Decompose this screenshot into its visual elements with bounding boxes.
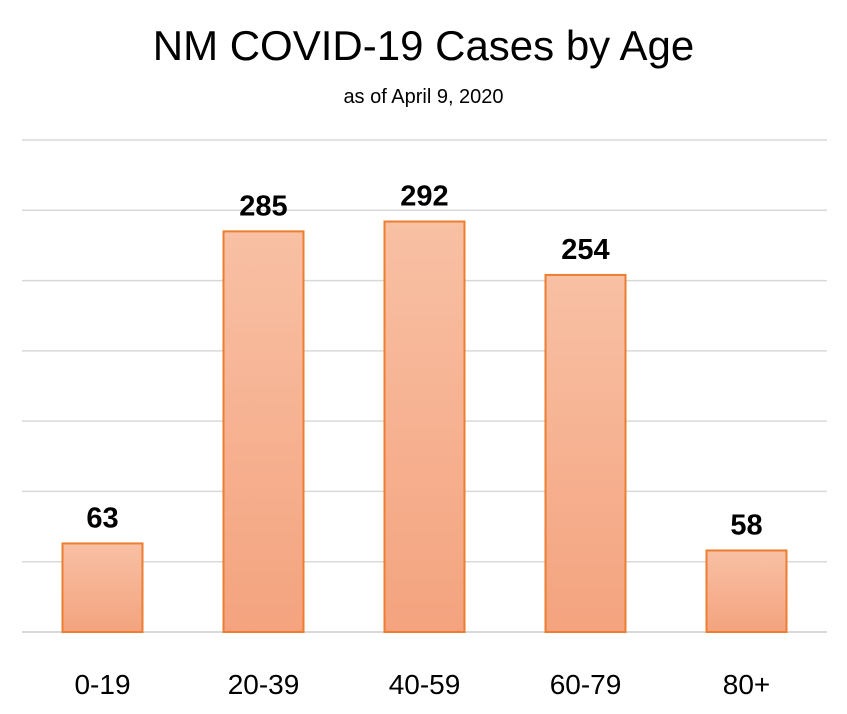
- data-label-0-19: 63: [86, 502, 118, 534]
- x-tick-label-20-39: 20-39: [228, 669, 300, 700]
- x-tick-label-40-59: 40-59: [389, 669, 461, 700]
- data-label-20-39: 285: [239, 190, 287, 222]
- x-tick-label-60-79: 60-79: [550, 669, 622, 700]
- x-axis-tick-labels: 0-19 20-39 40-59 60-79 80+: [74, 669, 770, 700]
- bar-60-79: [544, 273, 627, 633]
- x-tick-label-0-19: 0-19: [74, 669, 130, 700]
- chart-title: NM COVID-19 Cases by Age: [152, 22, 695, 69]
- bar-80+: [705, 549, 788, 633]
- chart-subtitle: as of April 9, 2020: [343, 86, 504, 108]
- data-label-80+: 58: [730, 509, 762, 541]
- data-label-60-79: 254: [561, 234, 609, 266]
- bar-20-39: [222, 230, 305, 633]
- bars: [61, 220, 788, 633]
- x-tick-label-80+: 80+: [723, 669, 771, 700]
- bar-40-59: [383, 220, 466, 633]
- data-label-40-59: 292: [400, 181, 448, 213]
- bar-0-19: [61, 542, 144, 633]
- data-labels: 63 285 292 254 58: [86, 181, 762, 542]
